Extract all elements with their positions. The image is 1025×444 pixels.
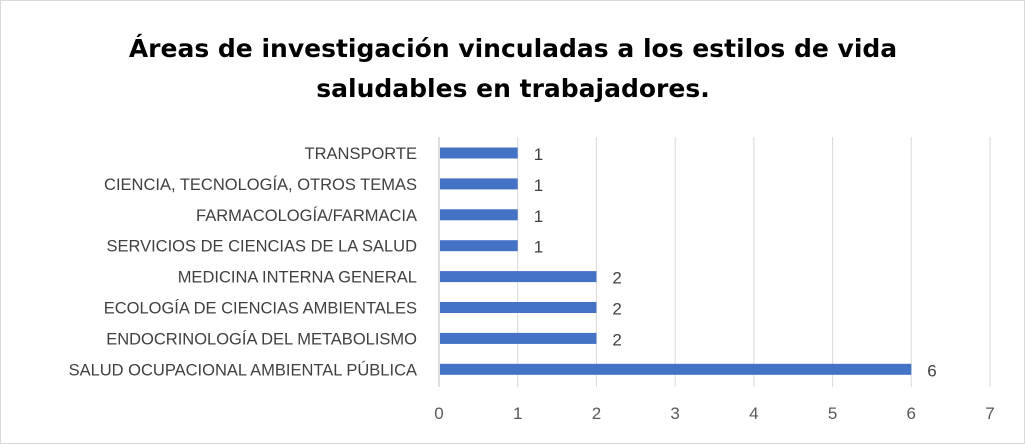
category-label-5: MEDICINA INTERNA GENERAL [178, 269, 417, 287]
bar-6 [440, 302, 597, 313]
x-tick-label-3: 3 [670, 404, 679, 423]
bar-3 [440, 209, 518, 221]
data-label-1: 1 [534, 145, 543, 164]
category-label-3: FARMACOLOGÍA/FARMACIA [196, 206, 417, 225]
x-tick-label-5: 5 [828, 404, 837, 423]
category-labels: TRANSPORTE CIENCIA, TECNOLOGÍA, OTROS TEM… [69, 145, 418, 379]
gridlines [438, 137, 991, 387]
x-tick-label-0: 0 [434, 404, 443, 423]
bar-5 [440, 271, 597, 283]
x-tick-label-6: 6 [907, 404, 916, 423]
bars [440, 147, 912, 375]
chart-title: Áreas de investigación vinculadas a los … [129, 34, 897, 103]
bar-7 [440, 332, 597, 344]
data-label-6: 2 [612, 300, 621, 319]
x-tick-label-7: 7 [985, 404, 994, 423]
chart-title-line-1: Áreas de investigación vinculadas a los … [129, 34, 897, 63]
bar-8 [440, 363, 912, 375]
category-label-7: ENDOCRINOLOGÍA DEL METABOLISMO [106, 329, 417, 348]
x-tick-label-2: 2 [592, 404, 601, 423]
bar-1 [440, 147, 518, 159]
category-label-2: CIENCIA, TECNOLOGÍA, OTROS TEMAS [104, 175, 417, 194]
data-label-8: 6 [927, 361, 936, 380]
data-label-3: 1 [534, 207, 543, 226]
data-label-4: 1 [534, 238, 543, 257]
data-label-2: 1 [534, 176, 543, 195]
bar-2 [440, 178, 518, 190]
category-label-6: ECOLOGÍA DE CIENCIAS AMBIENTALES [104, 299, 417, 318]
category-label-4: SERVICIOS DE CIENCIAS DE LA SALUD [106, 238, 417, 256]
data-label-7: 2 [612, 330, 621, 349]
data-label-5: 2 [612, 269, 621, 288]
category-label-1: TRANSPORTE [305, 145, 417, 163]
data-labels: 1 1 1 1 2 2 2 6 [534, 145, 937, 380]
bar-4 [440, 240, 518, 252]
chart-title-line-2: saludables en trabajadores. [316, 74, 709, 103]
x-tick-label-4: 4 [749, 404, 758, 423]
x-axis-tick-labels: 0 1 2 3 4 5 6 7 [434, 404, 994, 423]
category-label-8: SALUD OCUPACIONAL AMBIENTAL PÚBLICA [69, 360, 417, 379]
x-tick-label-1: 1 [513, 404, 522, 423]
